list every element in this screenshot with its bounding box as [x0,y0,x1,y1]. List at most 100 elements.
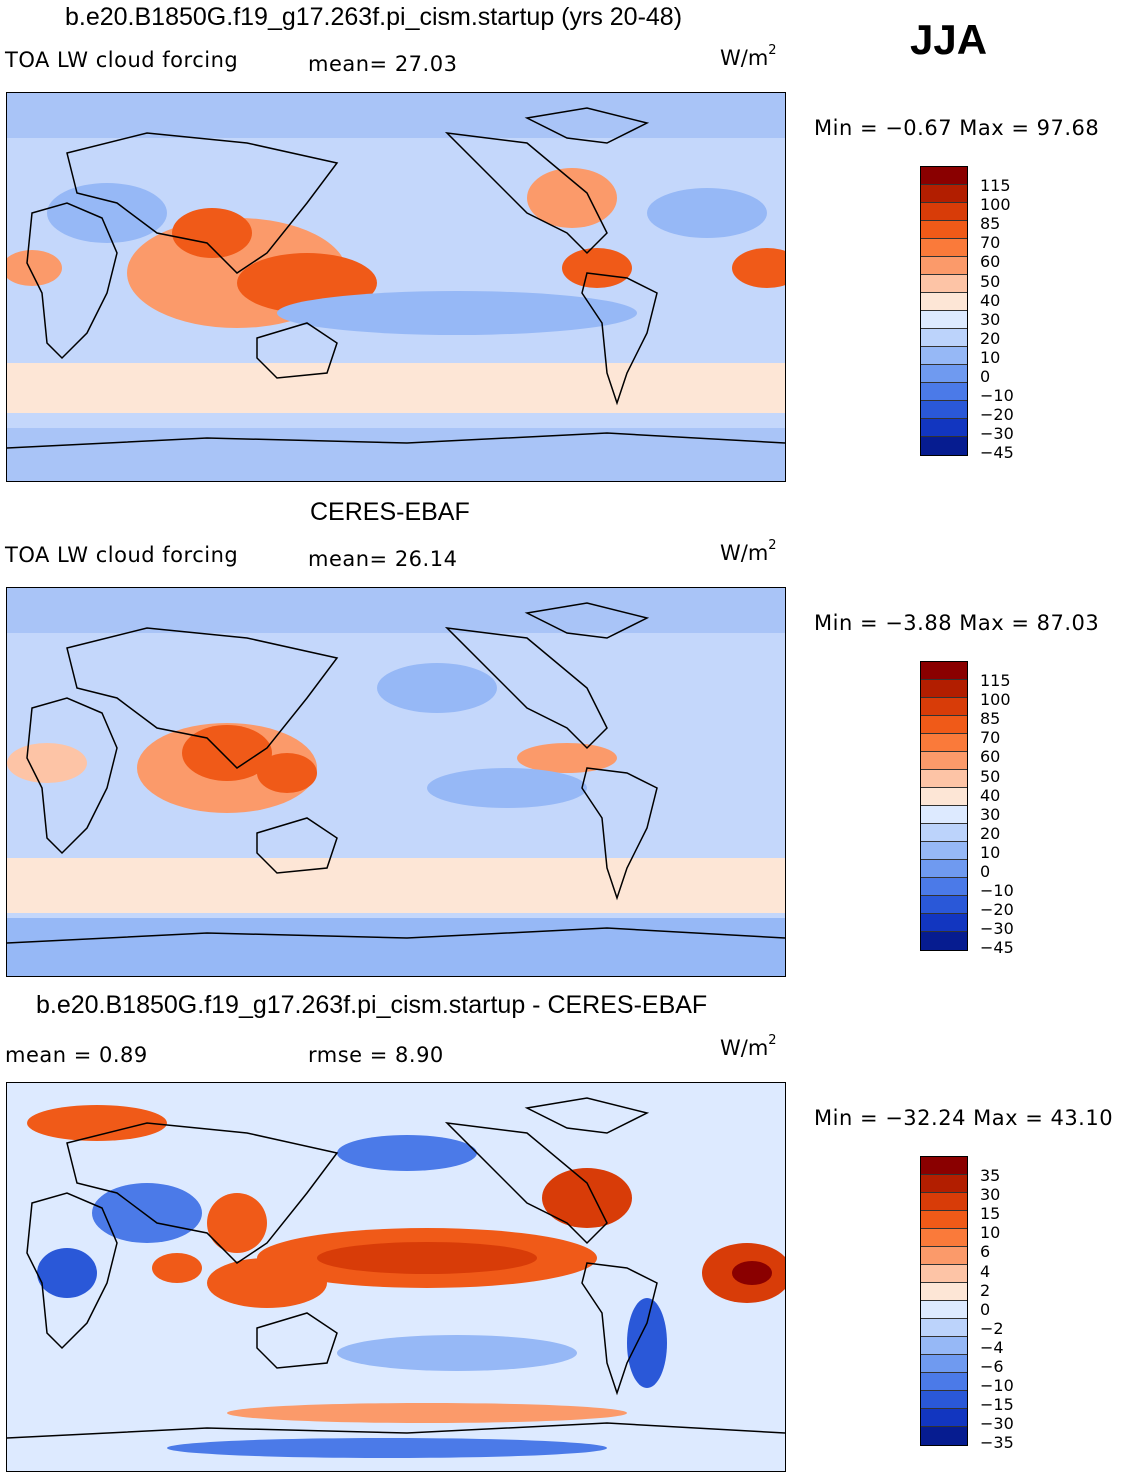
colorbar-tick-label: −45 [980,443,1014,463]
colorbar-tick-label: −35 [980,1433,1014,1453]
colorbar-swatch [921,752,967,770]
panel1-units: W/m2 [720,43,777,70]
colorbar-tick-label: 115 [980,176,1011,195]
colorbar-tick-label: 85 [980,214,1001,234]
colorbar-swatch [921,203,967,221]
colorbar-tick-label: 60 [980,252,1001,272]
panel1-map-svg [7,93,785,481]
colorbar-swatch [921,185,967,203]
colorbar-swatch [921,1427,967,1445]
colorbar-swatch [921,383,967,401]
panel3-title: b.e20.B1850G.f19_g17.263f.pi_cism.startu… [36,991,708,1019]
colorbar-tick-label: −30 [980,1414,1014,1434]
panel2-units: W/m2 [720,538,777,565]
colorbar-swatch [921,1391,967,1409]
colorbar-swatch [921,860,967,878]
colorbar-swatch [921,275,967,293]
colorbar-tick-label: 20 [980,823,1001,843]
colorbar-tick-label: −45 [980,938,1014,958]
colorbar-swatch [921,347,967,365]
colorbar-tick-label: 10 [980,1223,1001,1243]
colorbar-swatch [921,437,967,455]
panel2-mean: mean= 26.14 [308,547,458,571]
colorbar-swatch [921,257,967,275]
colorbar-tick-label: 35 [980,1166,1001,1185]
colorbar-tick-label: 10 [980,842,1001,862]
colorbar-tick-label: 85 [980,709,1001,729]
season-label: JJA [910,16,988,63]
colorbar-swatch [921,365,967,383]
panel3-units: W/m2 [720,1033,777,1060]
panel3-mean: mean = 0.89 [5,1043,148,1067]
colorbar-tick-label: 100 [980,195,1011,215]
colorbar-swatch [921,221,967,239]
colorbar-tick-label: −10 [980,1376,1014,1396]
colorbar-tick-label: −30 [980,424,1014,444]
panel2-map-svg [7,588,785,976]
colorbar-tick-label: 40 [980,290,1001,310]
colorbar-tick-label: 115 [980,671,1011,690]
colorbar-swatch [921,329,967,347]
panel2-minmax: Min = −3.88 Max = 87.03 [814,611,1100,635]
colorbar-tick-label: −20 [980,900,1014,920]
colorbar-tick-label: 40 [980,785,1001,805]
colorbar-tick-label: −4 [980,1337,1004,1357]
colorbar-tick-label: −6 [980,1357,1004,1376]
panel3-minmax: Min = −32.24 Max = 43.10 [814,1106,1114,1130]
colorbar-swatch [921,716,967,734]
colorbar-swatch [921,419,967,437]
colorbar-swatch [921,1409,967,1427]
panel3-colorbar [920,1156,968,1446]
colorbar-tick-label: 15 [980,1204,1001,1224]
colorbar-tick-label: 50 [980,766,1001,786]
colorbar-swatch [921,239,967,257]
colorbar-tick-label: 30 [980,1185,1001,1205]
colorbar-swatch [921,1229,967,1247]
panel3-map [6,1082,786,1472]
colorbar-swatch [921,1211,967,1229]
colorbar-swatch [921,1337,967,1355]
colorbar-tick-label: 60 [980,747,1001,767]
colorbar-swatch [921,1301,967,1319]
colorbar-tick-label: 10 [980,347,1001,367]
colorbar-swatch [921,842,967,860]
colorbar-tick-label: 70 [980,728,1001,748]
colorbar-swatch [921,806,967,824]
colorbar-swatch [921,167,967,185]
colorbar-tick-label: 0 [980,862,991,881]
colorbar-tick-label: −15 [980,1395,1014,1415]
colorbar-tick-label: −10 [980,881,1014,901]
colorbar-swatch [921,878,967,896]
colorbar-swatch [921,1157,967,1175]
panel1-variable-label: TOA LW cloud forcing [5,48,239,72]
colorbar-swatch [921,734,967,752]
colorbar-tick-label: −2 [980,1318,1004,1338]
colorbar-swatch [921,770,967,788]
colorbar-swatch [921,1373,967,1391]
colorbar-tick-label: 30 [980,804,1001,824]
colorbar-tick-label: 20 [980,328,1001,348]
colorbar-swatch [921,293,967,311]
colorbar-swatch [921,662,967,680]
colorbar-swatch [921,680,967,698]
panel1-map [6,92,786,482]
colorbar-swatch [921,932,967,950]
panel1-title: b.e20.B1850G.f19_g17.263f.pi_cism.startu… [65,3,683,31]
colorbar-swatch [921,698,967,716]
colorbar-tick-label: 2 [980,1280,991,1300]
colorbar-swatch [921,896,967,914]
panel2-title: CERES-EBAF [310,498,470,526]
colorbar-tick-label: 0 [980,367,991,386]
panel3-map-svg [7,1083,785,1471]
panel1-colorbar [920,166,968,456]
colorbar-tick-label: 50 [980,271,1001,291]
colorbar-tick-label: 6 [980,1242,991,1262]
colorbar-tick-label: 30 [980,309,1001,329]
colorbar-swatch [921,1247,967,1265]
colorbar-swatch [921,1265,967,1283]
colorbar-tick-label: 70 [980,233,1001,253]
colorbar-swatch [921,1175,967,1193]
colorbar-tick-label: 0 [980,1299,991,1319]
colorbar-swatch [921,914,967,932]
colorbar-tick-label: 4 [980,1261,991,1281]
